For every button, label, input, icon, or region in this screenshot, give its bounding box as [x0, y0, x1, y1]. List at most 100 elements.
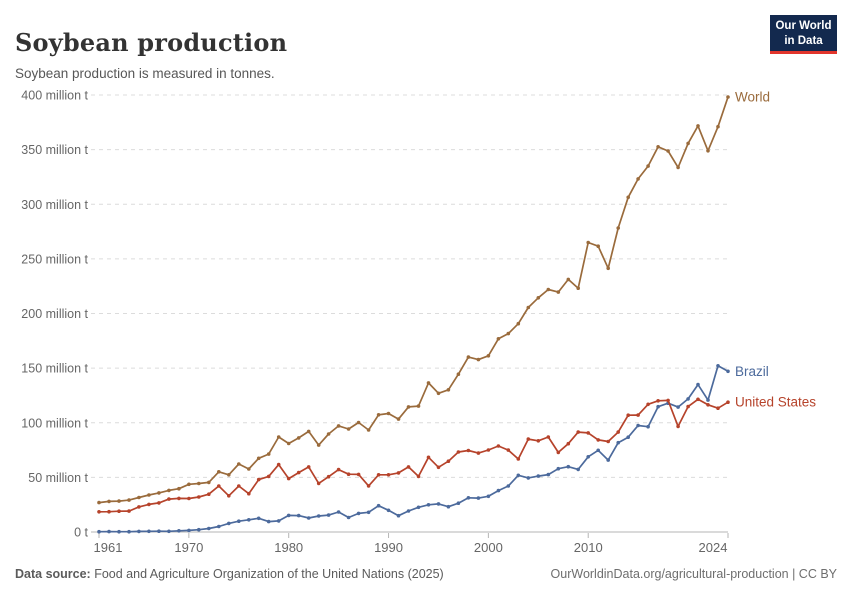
- data-point[interactable]: [466, 355, 471, 359]
- data-point[interactable]: [406, 509, 411, 513]
- data-point[interactable]: [256, 456, 261, 461]
- data-point[interactable]: [426, 381, 431, 385]
- data-point[interactable]: [636, 423, 640, 428]
- data-point[interactable]: [336, 467, 341, 472]
- data-point[interactable]: [686, 404, 690, 409]
- data-point[interactable]: [197, 495, 201, 499]
- data-point[interactable]: [546, 435, 551, 439]
- data-point[interactable]: [566, 277, 571, 282]
- data-point[interactable]: [406, 465, 411, 469]
- data-point[interactable]: [396, 513, 401, 518]
- data-point[interactable]: [197, 527, 201, 532]
- data-point[interactable]: [356, 472, 361, 477]
- data-point[interactable]: [466, 496, 471, 500]
- data-point[interactable]: [247, 491, 251, 496]
- data-point[interactable]: [716, 124, 720, 129]
- data-point[interactable]: [286, 513, 291, 518]
- data-point[interactable]: [326, 513, 331, 517]
- data-point[interactable]: [626, 195, 630, 200]
- data-point[interactable]: [376, 413, 381, 417]
- data-point[interactable]: [526, 305, 531, 310]
- data-point[interactable]: [296, 513, 301, 518]
- data-point[interactable]: [167, 529, 171, 534]
- data-point[interactable]: [237, 484, 241, 488]
- data-point[interactable]: [466, 448, 471, 453]
- data-point[interactable]: [646, 402, 650, 407]
- data-point[interactable]: [706, 149, 710, 153]
- data-point[interactable]: [286, 476, 291, 481]
- data-point[interactable]: [686, 397, 690, 401]
- data-point[interactable]: [217, 524, 221, 529]
- data-point[interactable]: [716, 364, 720, 368]
- data-point[interactable]: [716, 406, 720, 411]
- data-point[interactable]: [117, 529, 121, 534]
- data-point[interactable]: [117, 509, 121, 513]
- data-point[interactable]: [227, 521, 231, 526]
- data-point[interactable]: [346, 515, 351, 520]
- data-point[interactable]: [256, 516, 261, 521]
- data-point[interactable]: [506, 448, 511, 452]
- data-point[interactable]: [376, 503, 381, 508]
- data-point[interactable]: [706, 403, 710, 407]
- data-point[interactable]: [276, 519, 281, 523]
- data-point[interactable]: [147, 493, 151, 497]
- data-point[interactable]: [117, 499, 121, 503]
- data-point[interactable]: [656, 145, 660, 149]
- data-point[interactable]: [177, 529, 181, 533]
- data-point[interactable]: [556, 290, 561, 294]
- data-point[interactable]: [137, 529, 141, 534]
- data-point[interactable]: [616, 430, 620, 434]
- data-point[interactable]: [406, 405, 411, 409]
- data-point[interactable]: [576, 467, 580, 472]
- data-point[interactable]: [656, 399, 660, 403]
- data-point[interactable]: [566, 464, 571, 469]
- data-point[interactable]: [616, 440, 620, 445]
- data-point[interactable]: [107, 509, 111, 514]
- entity-label-united-states[interactable]: United States: [735, 395, 816, 410]
- data-point[interactable]: [306, 429, 311, 434]
- data-point[interactable]: [496, 337, 501, 341]
- data-point[interactable]: [336, 424, 341, 428]
- owid-url-link[interactable]: OurWorldinData.org/agricultural-producti…: [550, 567, 837, 581]
- data-point[interactable]: [616, 226, 620, 230]
- data-point[interactable]: [127, 509, 131, 513]
- data-point[interactable]: [107, 529, 111, 534]
- data-point[interactable]: [197, 481, 201, 486]
- data-point[interactable]: [726, 400, 730, 405]
- data-point[interactable]: [207, 480, 211, 485]
- data-point[interactable]: [436, 465, 441, 470]
- data-point[interactable]: [107, 499, 111, 504]
- data-point[interactable]: [217, 470, 221, 474]
- data-point[interactable]: [177, 496, 181, 501]
- data-point[interactable]: [356, 511, 361, 516]
- data-point[interactable]: [436, 391, 441, 396]
- data-point[interactable]: [396, 417, 401, 421]
- data-point[interactable]: [476, 357, 481, 362]
- data-point[interactable]: [556, 466, 561, 471]
- data-point[interactable]: [606, 458, 610, 462]
- data-point[interactable]: [366, 428, 371, 432]
- data-point[interactable]: [326, 432, 331, 436]
- data-point[interactable]: [187, 482, 191, 487]
- data-point[interactable]: [386, 508, 391, 513]
- data-point[interactable]: [97, 500, 101, 505]
- data-point[interactable]: [296, 470, 301, 475]
- data-point[interactable]: [596, 448, 600, 453]
- data-point[interactable]: [366, 484, 371, 488]
- data-point[interactable]: [596, 244, 600, 248]
- data-point[interactable]: [187, 528, 191, 533]
- data-point[interactable]: [346, 472, 351, 477]
- data-point[interactable]: [726, 95, 730, 99]
- data-point[interactable]: [147, 502, 151, 507]
- data-point[interactable]: [336, 510, 341, 514]
- data-point[interactable]: [606, 439, 610, 444]
- data-point[interactable]: [586, 455, 590, 459]
- data-point[interactable]: [516, 473, 521, 478]
- data-point[interactable]: [676, 424, 680, 429]
- data-point[interactable]: [576, 286, 580, 291]
- series-line-brazil[interactable]: [98, 364, 729, 533]
- data-point[interactable]: [276, 435, 281, 439]
- data-point[interactable]: [266, 452, 271, 456]
- data-point[interactable]: [157, 529, 161, 533]
- data-point[interactable]: [266, 519, 271, 524]
